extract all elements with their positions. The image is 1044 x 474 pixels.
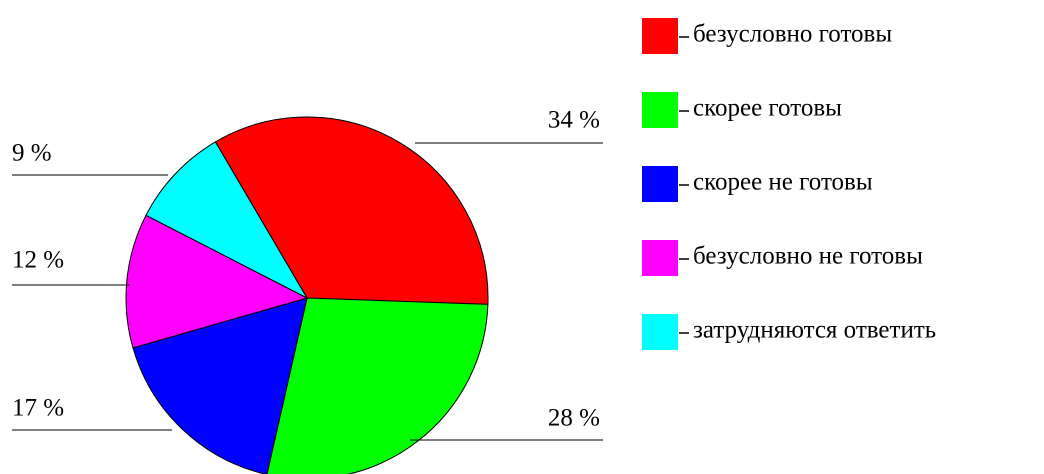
legend-label: скорее не готовы — [693, 169, 873, 196]
pie-slice — [125, 214, 309, 349]
legend-label: безусловно не готовы — [693, 243, 923, 270]
legend-label: безусловно готовы — [693, 21, 892, 48]
pie-slice — [145, 141, 309, 300]
legend-swatch — [642, 92, 678, 128]
data-label: 28 % — [548, 405, 600, 432]
data-label: 12 % — [12, 247, 64, 274]
legend-label: затрудняются ответить — [693, 317, 936, 344]
legend-swatch — [642, 314, 678, 350]
data-label: 9 % — [12, 140, 52, 167]
data-label: 34 % — [548, 107, 600, 134]
pie-slice — [132, 297, 308, 474]
legend-swatch — [642, 18, 678, 54]
legend-swatch — [642, 240, 678, 276]
data-label: 17 % — [12, 395, 64, 422]
legend-swatch — [642, 166, 678, 202]
legend-label: скорее готовы — [693, 95, 842, 122]
pie-slice — [266, 297, 489, 474]
pie — [125, 116, 489, 474]
